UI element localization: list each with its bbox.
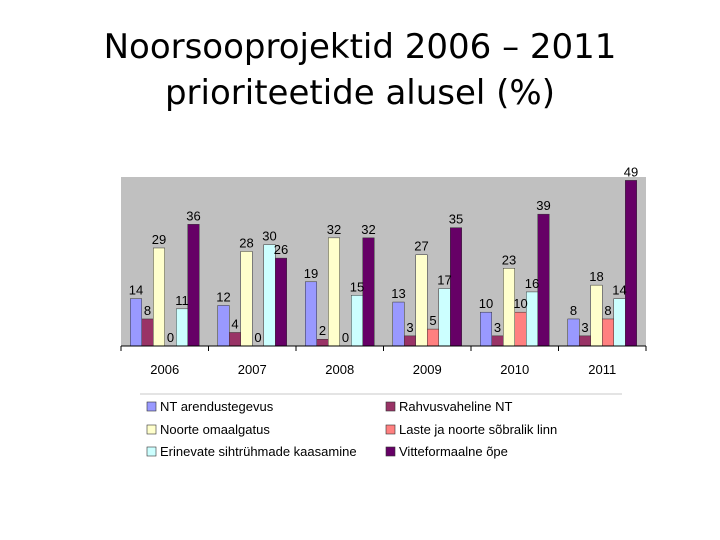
data-label-2011-series-4: 8 [604,303,611,318]
data-label-2008-series-4: 0 [342,330,349,345]
bar-2011-series-4 [602,318,614,347]
bar-2008-series-1 [305,281,317,347]
data-label-2011-series-2: 3 [581,320,588,335]
bar-2009-series-5 [438,288,451,347]
chart-title: Noorsooprojektid 2006 – 2011 prioriteeti… [0,24,720,116]
data-label-2007-series-4: 0 [254,330,261,345]
legend-swatch-series-1 [146,401,157,412]
legend-swatch-series-5 [146,446,157,457]
bar-2009-series-3 [415,254,428,347]
bar-2011-series-5 [613,298,626,347]
bar-2006-series-5 [176,308,188,347]
legend-swatch-series-2 [385,401,396,412]
x-tick-label-2010: 2010 [500,362,529,377]
data-label-2006-series-4: 0 [167,330,174,345]
data-label-2006-series-2: 8 [144,303,151,318]
data-labels-group: 1482901136124280302619232015321332751735… [129,164,638,345]
data-label-2007-series-1: 12 [216,289,230,304]
data-label-2006-series-1: 14 [129,283,143,298]
bar-2011-series-2 [579,335,591,347]
x-axis-ticks: 2006 2007 2008 2009 2010 2011 [120,346,647,377]
data-label-2008-series-5: 15 [350,279,364,294]
legend-label-series-3: Noorte omaalgatus [160,422,270,437]
x-tick-label-2009: 2009 [413,362,442,377]
bar-2008-series-3 [328,237,340,347]
bar-2009-series-2 [404,335,416,347]
bar-2006-series-1 [130,298,142,347]
legend-label-series-2: Rahvusvaheline NT [399,399,513,414]
data-label-2010-series-5: 16 [525,276,539,291]
data-label-2006-series-6: 36 [186,208,200,223]
data-label-2009-series-2: 3 [406,320,413,335]
bar-2010-series-4 [514,311,527,347]
bar-2009-series-1 [392,301,405,347]
data-label-2008-series-1: 19 [304,266,318,281]
data-label-2008-series-6: 32 [361,222,375,237]
bar-2010-series-2 [491,335,504,347]
bar-2009-series-6 [450,227,462,347]
bar-2008-series-5 [351,295,363,347]
data-label-2007-series-2: 4 [231,316,238,331]
data-label-2009-series-6: 35 [449,212,463,227]
bars-group [130,180,637,347]
x-tick-label-2007: 2007 [238,362,267,377]
data-label-2007-series-5: 30 [262,229,276,244]
legend-label-series-4: Laste ja noorte sõbralik linn [399,422,557,437]
data-label-2007-series-6: 26 [274,242,288,257]
legend-label-series-6: Vitteformaalne õpe [399,444,508,459]
bar-2006-series-3 [153,247,165,347]
x-tick-label-2006: 2006 [150,362,179,377]
legend-label-series-5: Erinevate sihtrühmade kaasamine [160,444,357,459]
bar-2007-series-6 [275,257,287,347]
bar-2007-series-3 [240,251,253,347]
x-tick-label-2011: 2011 [588,362,616,377]
data-label-2010-series-1: 10 [479,296,493,311]
bar-2007-series-5 [263,244,276,347]
x-tick-label-2008: 2008 [325,362,354,377]
data-label-2009-series-5: 17 [437,273,451,288]
chart-title-line-1: Noorsooprojektid 2006 – 2011 [103,27,617,67]
data-label-2006-series-3: 29 [152,232,166,247]
legend-swatch-series-4 [385,424,396,435]
data-label-2010-series-3: 23 [502,252,516,267]
data-label-2009-series-1: 13 [391,286,405,301]
legend-swatch-series-3 [146,424,157,435]
data-label-2011-series-3: 18 [589,269,603,284]
data-label-2011-series-1: 8 [570,303,577,318]
bar-2010-series-6 [537,213,550,347]
bar-2008-series-2 [316,338,329,347]
data-label-2007-series-3: 28 [239,235,253,250]
bar-2010-series-5 [526,291,538,347]
data-label-2011-series-5: 14 [612,283,626,298]
bar-2008-series-6 [362,237,375,347]
bar-2011-series-3 [590,284,603,347]
data-label-2010-series-2: 3 [494,320,501,335]
plot-area [121,177,646,346]
bar-2011-series-6 [625,180,637,347]
legend-label-series-1: NT arendustegevus [160,399,274,414]
data-label-2010-series-4: 10 [513,296,527,311]
legend: NT arendustegevus Rahvusvaheline NT Noorte… [146,399,557,459]
data-label-2009-series-3: 27 [414,239,428,254]
bar-2007-series-1 [217,305,230,347]
chart-title-line-2: prioriteetide alusel (%) [164,73,556,113]
data-label-2008-series-2: 2 [319,323,326,338]
bar-2010-series-1 [480,311,492,347]
data-label-2009-series-4: 5 [429,313,436,328]
data-label-2011-series-6: 49 [624,164,638,179]
bar-2009-series-4 [427,328,439,347]
data-label-2006-series-5: 11 [175,293,189,308]
bar-2007-series-2 [229,332,241,347]
bar-2006-series-2 [141,318,154,347]
data-label-2010-series-6: 39 [536,198,550,213]
bar-2006-series-6 [187,224,200,347]
legend-swatch-series-6 [385,446,396,457]
data-label-2008-series-3: 32 [327,222,341,237]
bar-2011-series-1 [567,318,580,347]
